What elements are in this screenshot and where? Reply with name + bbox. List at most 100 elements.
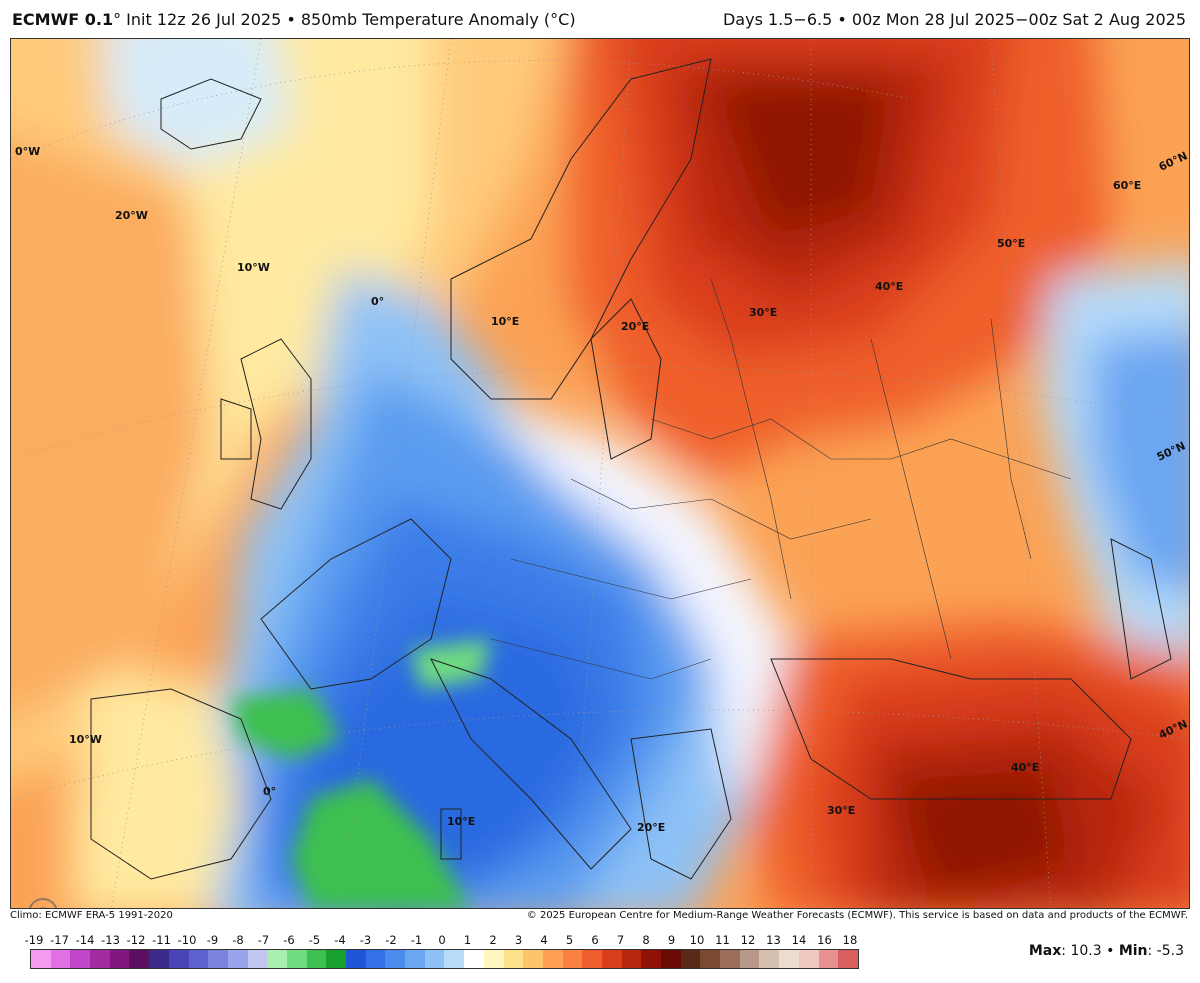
colorbar-swatch bbox=[306, 950, 327, 968]
lon-label: 20°E bbox=[637, 821, 665, 834]
colorbar-swatch bbox=[227, 950, 248, 968]
colorbar-tick-labels: -19 -17 -14 -13 -12 -11 -10 -9 -8 -7 -6 -5 -4 -3 -2 -1 0… bbox=[25, 933, 860, 947]
colorbar-swatch bbox=[365, 950, 386, 968]
colorbar-tick: 5 bbox=[565, 933, 574, 947]
colorbar-swatch bbox=[444, 950, 465, 968]
colorbar-swatch bbox=[247, 950, 268, 968]
lon-label: 0°W bbox=[15, 145, 40, 158]
colorbar bbox=[30, 949, 859, 969]
colorbar-swatch bbox=[50, 950, 71, 968]
colorbar-swatch bbox=[720, 950, 740, 968]
lon-label: 0° bbox=[263, 785, 276, 798]
colorbar-tick: -1 bbox=[410, 933, 423, 947]
colorbar-swatch bbox=[798, 950, 819, 968]
colorbar-swatch bbox=[641, 950, 661, 968]
colorbar-swatch bbox=[779, 950, 799, 968]
colorbar-swatch bbox=[385, 950, 406, 968]
colorbar-swatch bbox=[483, 950, 504, 968]
lon-label: 20°W bbox=[115, 209, 148, 222]
valid-period: Days 1.5−6.5 • 00z Mon 28 Jul 2025−00z S… bbox=[722, 10, 1186, 29]
lon-label: 30°E bbox=[749, 306, 777, 319]
colorbar-tick: 18 bbox=[842, 933, 858, 947]
colorbar-tick: 10 bbox=[689, 933, 705, 947]
climo-note: Climo: ECMWF ERA-5 1991-2020 bbox=[10, 910, 173, 921]
stat-separator: • bbox=[1101, 943, 1119, 959]
init-text: Init 12z 26 Jul 2025 • 850mb Temperature… bbox=[121, 10, 576, 29]
lon-label: 10°E bbox=[491, 315, 519, 328]
colorbar-swatch bbox=[759, 950, 780, 968]
colorbar-tick: -9 bbox=[206, 933, 219, 947]
lon-label: 60°E bbox=[1113, 179, 1141, 192]
lon-label: 10°W bbox=[237, 261, 270, 274]
colorbar-swatch bbox=[109, 950, 130, 968]
min-label: Min bbox=[1118, 943, 1148, 959]
colorbar-swatch bbox=[405, 950, 425, 968]
map-title: ECMWF 0.1° Init 12z 26 Jul 2025 • 850mb … bbox=[12, 10, 576, 29]
colorbar-swatch bbox=[739, 950, 760, 968]
colorbar-tick: -13 bbox=[101, 933, 120, 947]
colorbar-swatch bbox=[70, 950, 91, 968]
colorbar-swatch bbox=[661, 950, 681, 968]
copyright-note: © 2025 European Centre for Medium-Range … bbox=[526, 910, 1188, 921]
lon-label: 30°E bbox=[827, 804, 855, 817]
colorbar-tick: -19 bbox=[24, 933, 44, 947]
anomaly-map: 0°W 20°W 10°W 0° 10°E 20°E 30°E 40°E 50°… bbox=[10, 38, 1190, 909]
colorbar-tick: 12 bbox=[740, 933, 756, 947]
colorbar-swatch bbox=[129, 950, 150, 968]
colorbar-tick: 16 bbox=[817, 933, 832, 947]
colorbar-tick: 13 bbox=[766, 933, 781, 947]
colorbar-tick: -12 bbox=[126, 933, 146, 947]
colorbar-tick: 7 bbox=[616, 933, 625, 947]
colorbar-tick: -4 bbox=[334, 933, 346, 947]
model-name: ECMWF 0.1 bbox=[12, 10, 114, 29]
colorbar-swatch bbox=[503, 950, 524, 968]
colorbar-tick: 9 bbox=[667, 933, 676, 947]
colorbar-tick: 11 bbox=[715, 933, 730, 947]
longitude-labels: 0°W 20°W 10°W 0° 10°E 20°E 30°E 40°E 50°… bbox=[15, 145, 1141, 834]
max-min-readout: Max: 10.3 • Min: -5.3 bbox=[1029, 943, 1184, 959]
colorbar-tick: 4 bbox=[540, 933, 548, 947]
colorbar-swatch bbox=[542, 950, 563, 968]
colorbar-tick: 14 bbox=[791, 933, 807, 947]
max-label: Max bbox=[1028, 943, 1062, 959]
colorbar-swatch bbox=[31, 950, 51, 968]
colorbar-tick: -2 bbox=[385, 933, 397, 947]
colorbar-swatch bbox=[90, 950, 110, 968]
colorbar-tick: -10 bbox=[177, 933, 197, 947]
colorbar-tick: -5 bbox=[308, 933, 321, 947]
colorbar-swatch bbox=[208, 950, 228, 968]
lon-label: 10°W bbox=[69, 733, 102, 746]
lon-label: 20°E bbox=[621, 320, 649, 333]
colorbar-tick: 6 bbox=[591, 933, 599, 947]
coastlines bbox=[90, 58, 1172, 880]
colorbar-tick: -7 bbox=[257, 933, 270, 947]
colorbar-swatch bbox=[838, 950, 858, 968]
colorbar-tick: 0 bbox=[438, 933, 446, 947]
lon-label: 50°E bbox=[997, 237, 1025, 250]
colorbar-swatch bbox=[149, 950, 169, 968]
colorbar-swatch bbox=[680, 950, 701, 968]
lon-label: 40°E bbox=[1011, 761, 1039, 774]
lon-label: 40°E bbox=[875, 280, 903, 293]
colorbar-tick: 1 bbox=[463, 933, 472, 947]
colorbar-tick: -3 bbox=[359, 933, 372, 947]
colorbar-swatch bbox=[267, 950, 287, 968]
colorbar-tick: -14 bbox=[75, 933, 95, 947]
lon-label: 0° bbox=[371, 295, 384, 308]
colorbar-tick: -17 bbox=[50, 933, 69, 947]
colorbar-tick: 8 bbox=[642, 933, 650, 947]
colorbar-tick: -6 bbox=[283, 933, 295, 947]
degree-mark: ° bbox=[113, 10, 122, 29]
colorbar-tick: 2 bbox=[489, 933, 497, 947]
colorbar-swatch bbox=[523, 950, 543, 968]
colorbar-swatch bbox=[818, 950, 839, 968]
colorbar-tick: 3 bbox=[514, 933, 523, 947]
lon-label: 10°E bbox=[447, 815, 475, 828]
max-value: : 10.3 bbox=[1061, 943, 1102, 959]
colorbar-tick: -11 bbox=[152, 933, 171, 947]
borders bbox=[490, 278, 1072, 680]
colorbar-swatch bbox=[700, 950, 721, 968]
colorbar-swatch bbox=[621, 950, 642, 968]
colorbar-swatch bbox=[346, 950, 366, 968]
colorbar-swatch bbox=[424, 950, 445, 968]
